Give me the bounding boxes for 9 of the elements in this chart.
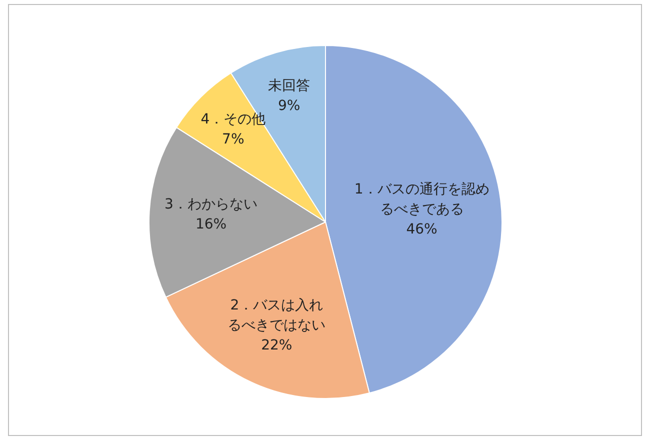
data-label: 22% bbox=[261, 337, 292, 354]
slice-label: 1．バスの通行を認めるべきである bbox=[354, 181, 490, 218]
data-label: 9% bbox=[278, 98, 300, 114]
data-label: 46% bbox=[406, 221, 438, 238]
slice-label: 2．バスは入れるべきではない bbox=[228, 297, 326, 334]
slice-label: 未回答 bbox=[268, 78, 310, 94]
data-label: 7% bbox=[222, 131, 244, 148]
slice-label: 3．わからない bbox=[164, 196, 258, 212]
data-label: 16% bbox=[195, 216, 227, 232]
